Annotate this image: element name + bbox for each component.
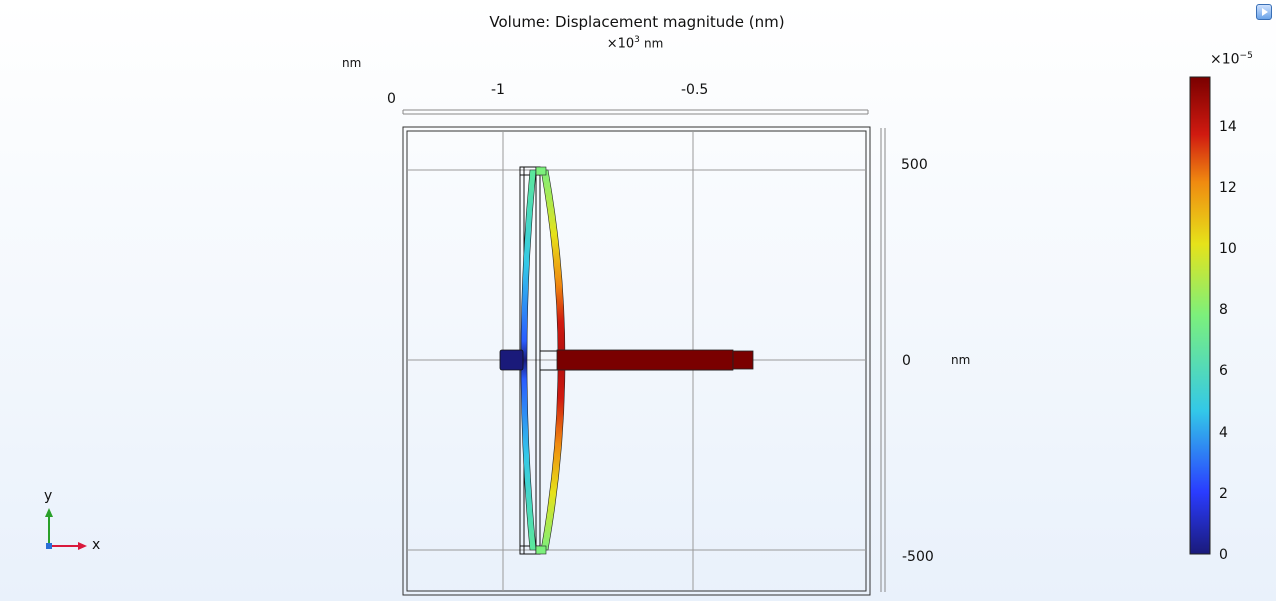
triad-x-arrow (78, 542, 87, 550)
colorbar-multiplier: ×10−5 (1210, 51, 1253, 68)
corner-block-bottom (535, 545, 547, 555)
anchor-block (499, 349, 524, 371)
scale-unit: nm (644, 36, 664, 51)
beam-tip (732, 350, 754, 370)
right-axis-tick-2: -500 (902, 549, 934, 565)
right-axis-rail (880, 128, 886, 592)
right-axis-unit: nm (951, 353, 971, 367)
colorbar-tick-12: 12 (1219, 180, 1237, 196)
colorbar-exponent: −5 (1239, 51, 1253, 61)
plot-frame (402, 126, 871, 596)
colorbar-tick-14: 14 (1219, 119, 1237, 135)
triad-origin (46, 543, 52, 549)
triad-x-label: x (92, 537, 101, 553)
deformed-membrane-right (540, 169, 566, 551)
colorbar-tick-4: 4 (1219, 425, 1228, 441)
plot-title: Volume: Displacement magnitude (nm) (489, 13, 785, 31)
axis-triad (45, 508, 87, 550)
triad-y-label: y (44, 488, 53, 504)
right-axis-tick-1: 0 (902, 353, 911, 369)
beam (556, 349, 734, 371)
colorbar-tick-8: 8 (1219, 302, 1228, 318)
corner-block-top (535, 166, 547, 176)
scale-factor: ×10 (606, 36, 635, 52)
colorbar-tick-10: 10 (1219, 241, 1237, 257)
plot-scale-label: ×103 nm (0, 35, 1270, 51)
colorbar-tick-0: 0 (1219, 547, 1228, 563)
colorbar-tick-6: 6 (1219, 363, 1228, 379)
top-axis-tick-2: -0.5 (681, 82, 709, 98)
scale-exponent: 3 (634, 35, 640, 45)
colorbar-tick-2: 2 (1219, 486, 1228, 502)
top-axis-tick-0: 0 (387, 91, 396, 107)
top-axis-unit: nm (342, 56, 362, 70)
right-axis-tick-0: 500 (901, 157, 928, 173)
triad-y-arrow (45, 508, 53, 517)
top-axis-rail (402, 109, 869, 115)
colorbar-multiplier-base: ×10 (1210, 51, 1240, 68)
top-axis-tick-1: -1 (491, 82, 505, 98)
colorbar (1189, 76, 1211, 555)
graphics-toolbar-toggle-icon[interactable] (1256, 4, 1272, 20)
